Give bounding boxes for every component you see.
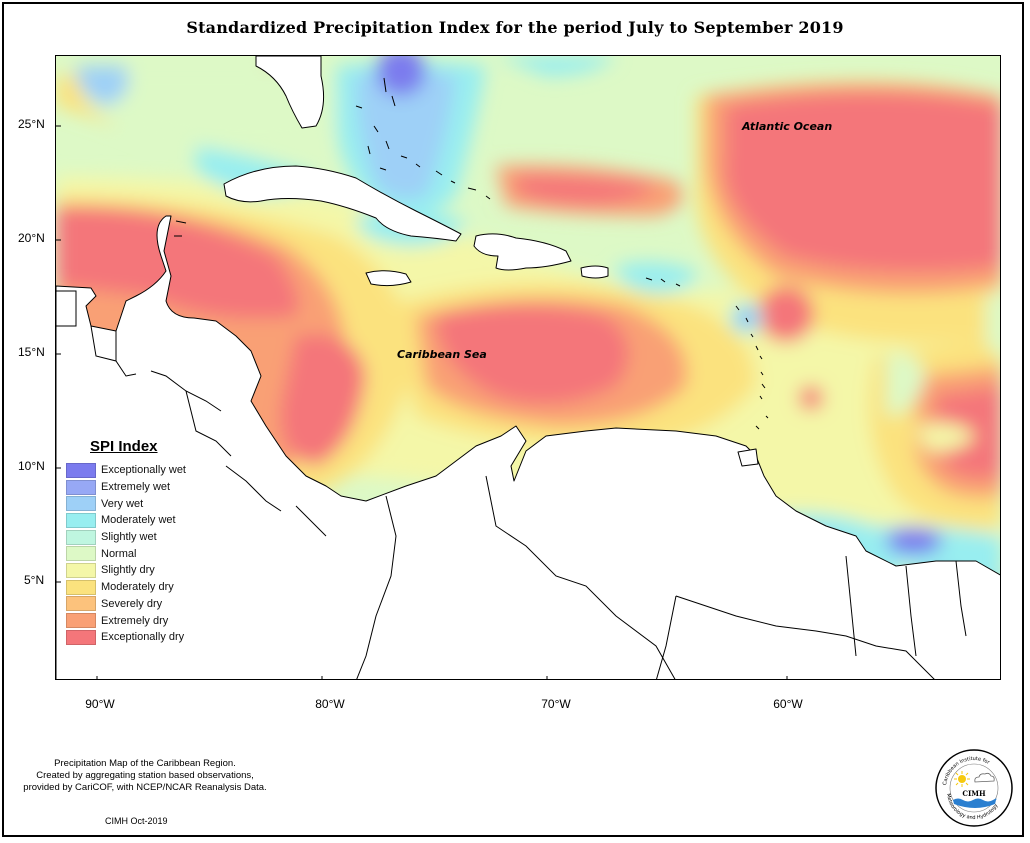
legend-swatch	[66, 613, 96, 629]
legend-swatch	[66, 512, 96, 528]
lat-tick-25: 25°N	[18, 117, 45, 131]
legend-swatch	[66, 579, 96, 595]
legend-swatch	[66, 529, 96, 545]
trinidad	[737, 448, 759, 467]
legend-swatch	[66, 462, 96, 478]
footnote-line-1: Precipitation Map of the Caribbean Regio…	[54, 758, 236, 769]
legend-item: Extremely dry	[66, 612, 186, 629]
legend-label: Exceptionally wet	[101, 464, 186, 477]
legend-item: Extremely wet	[66, 479, 186, 496]
legend-swatch	[66, 479, 96, 495]
footnote-line-2: Created by aggregating station based obs…	[36, 770, 254, 781]
legend-item: Very wet	[66, 495, 186, 512]
legend-label: Extremely dry	[101, 614, 169, 627]
lon-tick-90w: 90°W	[85, 697, 115, 711]
footnote-line-3: provided by CariCOF, with NCEP/NCAR Rean…	[23, 782, 267, 793]
legend: Exceptionally wet Extremely wet Very wet Mo…	[66, 462, 186, 646]
landmasses	[56, 56, 1000, 679]
caribbean-sea-label: Caribbean Sea	[397, 348, 487, 361]
legend-label: Moderately dry	[101, 581, 174, 594]
legend-label: Moderately wet	[101, 514, 176, 527]
map-footnote: Precipitation Map of the Caribbean Regio…	[0, 758, 290, 794]
legend-swatch	[66, 496, 96, 512]
lat-tick-20: 20°N	[18, 231, 45, 245]
legend-item: Moderately dry	[66, 579, 186, 596]
central-and-south-america	[56, 215, 1000, 679]
lat-tick-5: 5°N	[24, 573, 45, 587]
spi-map: Atlantic Ocean Caribbean Sea	[55, 55, 1001, 680]
legend-item: Slightly dry	[66, 562, 186, 579]
map-title: Standardized Precipitation Index for the…	[186, 18, 844, 37]
legend-label: Slightly dry	[101, 564, 155, 577]
legend-item: Moderately wet	[66, 512, 186, 529]
sun-icon	[954, 771, 970, 787]
legend-item: Exceptionally dry	[66, 629, 186, 646]
legend-swatch	[66, 546, 96, 562]
legend-swatch	[66, 596, 96, 612]
atlantic-ocean-label: Atlantic Ocean	[742, 120, 833, 133]
water-waves-icon	[953, 798, 997, 808]
cimh-logo: Caribbean Institute for Meteorology and …	[934, 748, 1014, 828]
date-credit: CIMH Oct-2019	[105, 816, 168, 826]
lat-tick-10: 10°N	[18, 459, 45, 473]
legend-label: Severely dry	[101, 597, 163, 610]
small-islands	[174, 77, 769, 430]
logo-text: CIMH	[962, 789, 986, 798]
legend-label: Exceptionally dry	[101, 631, 185, 644]
legend-title: SPI Index	[90, 438, 158, 455]
florida	[255, 56, 325, 129]
puerto-rico	[580, 265, 609, 279]
cuba	[223, 165, 462, 242]
legend-label: Normal	[101, 547, 137, 560]
spi-map-canvas	[56, 56, 1000, 679]
lon-tick-80w: 80°W	[315, 697, 345, 711]
legend-label: Extremely wet	[101, 481, 171, 494]
legend-item: Slightly wet	[66, 529, 186, 546]
legend-swatch	[66, 629, 96, 645]
legend-item: Severely dry	[66, 596, 186, 613]
lon-tick-70w: 70°W	[541, 697, 571, 711]
jamaica	[365, 270, 412, 287]
lon-tick-60w: 60°W	[773, 697, 803, 711]
legend-label: Very wet	[101, 497, 144, 510]
hispaniola	[473, 233, 572, 271]
legend-item: Exceptionally wet	[66, 462, 186, 479]
legend-swatch	[66, 562, 96, 578]
axis-ticks	[56, 125, 788, 679]
country-borders	[56, 290, 967, 679]
cimh-seal: Caribbean Institute for Meteorology and …	[935, 749, 1013, 827]
legend-item: Normal	[66, 545, 186, 562]
legend-label: Slightly wet	[101, 531, 157, 544]
cloud-icon	[974, 772, 995, 783]
lat-tick-15: 15°N	[18, 345, 45, 359]
